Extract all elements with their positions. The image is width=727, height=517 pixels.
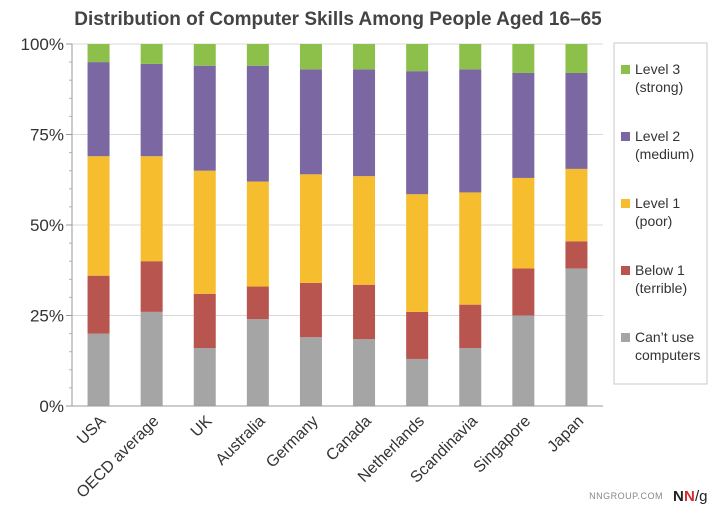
legend-swatch [621,199,630,208]
bar-segment [459,69,482,193]
bar-segment [87,333,110,406]
legend-label: Can’t use [635,329,694,345]
chart-title: Distribution of Computer Skills Among Pe… [74,9,602,30]
bar-segment [565,268,588,406]
bar-segment [299,44,322,70]
bar-segment [87,62,110,157]
x-tick-label: Canada [323,413,375,465]
bar-segment [246,181,269,287]
legend: Level 3 (strong) Level 2 (medium) Level 1 (po… [613,42,708,385]
logo-letter-n: N [673,488,684,505]
y-tick-label: 100% [21,35,64,54]
legend-swatch [621,266,630,275]
logo-slash-g: /g [695,488,708,505]
bar-segment [353,284,376,340]
x-tick-label: Singapore [471,413,535,477]
bar-segment [299,174,322,283]
bar-segment [87,156,110,276]
legend-sublabel: (medium) [635,146,694,162]
legend-label: Level 3 [635,61,680,77]
bar-segment [299,282,322,338]
x-tick-label: UK [188,413,216,441]
x-tick-label: USA [74,413,110,449]
bar-segment [246,65,269,182]
bar-segment [140,311,163,406]
x-tick-label: Japan [544,413,587,456]
bar-segment [353,176,376,285]
bar-segment [406,44,429,72]
legend-sublabel: computers [635,347,700,363]
x-tick-label: Australia [213,413,269,469]
bar-segment [459,348,482,406]
bar-segment [193,293,216,349]
legend-swatch [621,132,630,141]
legend-box [613,42,708,385]
bar-segment [353,44,376,70]
bar-segment [87,44,110,63]
legend-label: Below 1 [635,262,685,278]
bar-segment [246,319,269,406]
bar-segment [299,69,322,175]
legend-label: Level 2 [635,128,680,144]
legend-sublabel: (strong) [635,79,683,95]
bar-segment [512,72,535,178]
bar-segment [193,348,216,406]
bar-segment [353,339,376,406]
bar-segment [193,65,216,171]
y-axis-ticks: 0% 25% 50% 75% 100% [21,35,64,416]
bars [87,44,588,406]
x-tick-label: Germany [263,413,322,472]
bar-segment [406,194,429,312]
y-tick-label: 25% [30,307,64,326]
bar-segment [140,63,163,157]
bar-segment [406,71,429,195]
y-tick-label: 0% [39,397,64,416]
bar-segment [140,156,163,262]
bar-segment [512,177,535,269]
bar-segment [193,44,216,66]
bar-segment [459,192,482,305]
bar-segment [512,44,535,73]
bar-segment [565,168,588,242]
legend-swatch [621,333,630,342]
bar-segment [299,337,322,406]
bar-segment [353,69,376,177]
bar-segment [193,170,216,294]
bar-segment [565,72,588,169]
bar-segment [565,44,588,73]
bar-segment [406,311,429,359]
legend-sublabel: (poor) [635,213,672,229]
legend-label: Level 1 [635,195,680,211]
bar-segment [87,275,110,334]
bar-segment [246,286,269,320]
footer: NNGROUP.COM N N /g [589,488,707,505]
bar-segment [459,304,482,349]
bar-segment [246,44,269,66]
y-tick-label: 75% [30,126,64,145]
bar-segment [140,261,163,312]
y-tick-label: 50% [30,216,64,235]
legend-sublabel: (terrible) [635,280,687,296]
legend-swatch [621,65,630,74]
logo-letter-n-red: N [684,488,695,505]
bar-segment [459,44,482,70]
footer-site-text: NNGROUP.COM [589,491,663,501]
bar-segment [512,315,535,406]
bar-segment [565,241,588,269]
axes [66,43,603,407]
bar-segment [406,358,429,406]
bar-segment [140,44,163,64]
bar-segment [512,268,535,316]
